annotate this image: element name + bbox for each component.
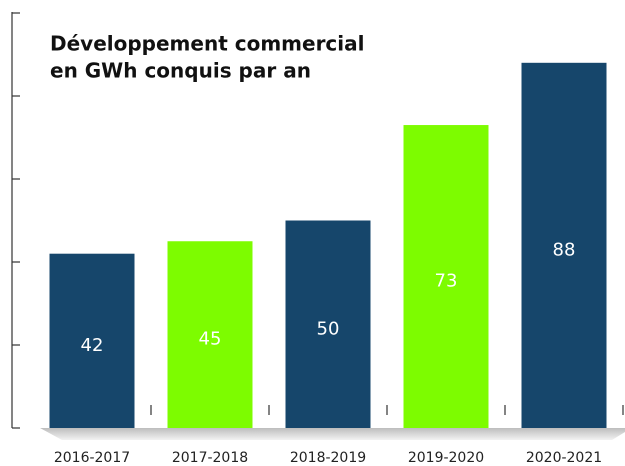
bar [49,253,135,428]
bar [521,62,607,429]
chart-title: Développement commercial [50,32,365,56]
floor-shadow [40,428,625,440]
chart-title: en GWh conquis par an [50,59,311,83]
value-label: 50 [317,318,340,339]
x-tick-label: 2017-2018 [172,450,248,466]
x-tick-label: 2016-2017 [54,450,130,466]
bar [403,125,489,429]
value-label: 73 [435,271,458,292]
x-tick-label: 2018-2019 [290,450,366,466]
bar [167,241,253,428]
value-label: 45 [199,329,222,350]
value-label: 88 [553,239,576,260]
value-label: 42 [81,335,104,356]
bar [285,220,371,428]
x-tick-label: 2019-2020 [408,450,484,466]
x-tick-label: 2020-2021 [526,450,602,466]
